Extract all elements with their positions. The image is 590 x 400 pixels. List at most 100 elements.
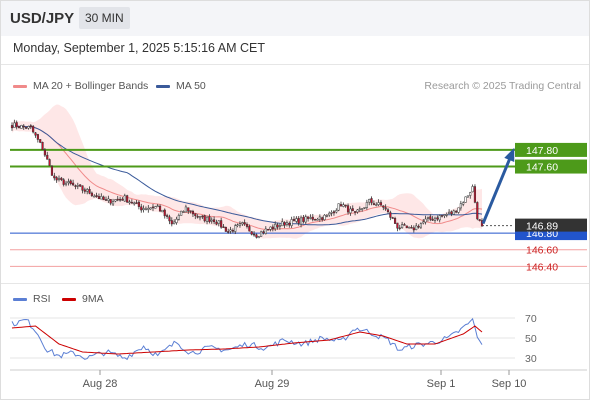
candle (182, 210, 185, 213)
candle (41, 141, 44, 151)
candle (361, 208, 364, 212)
candle (69, 179, 72, 186)
candle-body-bull (299, 217, 303, 225)
candle-body-bear (60, 177, 63, 180)
candle-body-bull (161, 209, 164, 213)
candle-body-bull (330, 212, 333, 214)
candle-body-bull (241, 222, 244, 225)
candle (304, 214, 307, 224)
candle (119, 196, 122, 202)
candle-body-bear (321, 217, 324, 220)
candle-body-bear (126, 195, 129, 203)
candle (149, 207, 152, 210)
candle-body-bull (401, 224, 404, 229)
candle-body-bull (415, 225, 418, 230)
candle-body-bear (476, 202, 479, 220)
candle (368, 198, 371, 206)
candle (109, 199, 112, 206)
candle (332, 210, 336, 216)
candle (372, 200, 375, 206)
candle-body-bear (478, 219, 481, 221)
candle-body-bear (74, 185, 77, 187)
candle-body-bull (469, 192, 472, 196)
candle-body-bull (57, 177, 61, 180)
candle-body-bear (97, 196, 101, 200)
candle-body-bull (217, 220, 220, 224)
candle (158, 204, 162, 212)
candle-body-bear (208, 216, 211, 222)
candle (349, 206, 352, 216)
candle (391, 216, 394, 219)
panel-divider (0, 283, 590, 284)
candle-body-bull (142, 208, 145, 210)
candle (97, 193, 101, 200)
candle-body-bear (43, 149, 46, 156)
candle-body-bull (304, 216, 307, 223)
candle-body-bull (27, 126, 30, 129)
candle-body-bear (393, 217, 397, 224)
candle (180, 210, 183, 216)
candle (386, 208, 390, 214)
candle-body-bull (443, 214, 446, 216)
candle (116, 195, 119, 202)
candle (250, 231, 253, 236)
candle (189, 210, 192, 214)
candle-body-bull (147, 207, 150, 210)
candle-body-bull (356, 209, 359, 213)
candle-body-bull (93, 195, 96, 198)
rsi-tick-label: 50 (525, 333, 537, 345)
candle (81, 185, 84, 194)
candle-body-bull (156, 205, 159, 208)
candle (220, 217, 223, 229)
candle (13, 119, 16, 128)
candle (111, 198, 115, 206)
candle-body-bull (67, 181, 70, 183)
candle-body-bull (86, 189, 89, 192)
candle (469, 191, 472, 199)
ma50-swatch (156, 84, 170, 88)
candle (377, 199, 380, 207)
candle-body-bear (32, 126, 35, 133)
candle-body-bear (384, 207, 387, 210)
candle (278, 223, 281, 230)
legend-rsi: RSI (13, 293, 51, 305)
candle-body-bear (252, 233, 256, 236)
candle (384, 204, 387, 211)
candle (252, 231, 256, 237)
candle-body-bull (452, 210, 455, 215)
candle-body-bull (316, 219, 319, 221)
candle-body-bear (187, 207, 190, 212)
candle (142, 205, 145, 213)
candle (269, 226, 272, 232)
timeframe-badge[interactable]: 30 MIN (79, 7, 130, 29)
candle (354, 211, 357, 216)
candle (161, 209, 164, 213)
candle-body-bull (229, 229, 232, 232)
candle (473, 184, 477, 204)
legend-9ma: 9MA (62, 293, 104, 305)
legend-ma20: MA 20 + Bollinger Bands (13, 80, 148, 92)
candle (330, 210, 333, 217)
candle-body-bear (83, 189, 86, 192)
candle-body-bear (189, 210, 192, 212)
candle-body-bull (175, 218, 178, 223)
candle (462, 201, 465, 207)
candle-body-bull (328, 212, 331, 216)
candle-body-bear (314, 219, 317, 221)
candle-body-bull (335, 210, 338, 213)
level-tag-resistance (515, 142, 587, 157)
candle-body-bull (457, 207, 460, 213)
ma50-line (11, 124, 483, 226)
candle (325, 214, 328, 218)
candle (57, 175, 61, 182)
ma20-label: MA 20 + Bollinger Bands (33, 80, 149, 92)
candle (342, 202, 345, 208)
candle (255, 233, 258, 239)
candle-body-bull (257, 236, 260, 239)
candle (274, 221, 277, 232)
candle (187, 207, 190, 215)
candle (302, 215, 305, 224)
candle (339, 201, 343, 207)
chart-datetime: Monday, September 1, 2025 5:15:16 AM CET (13, 41, 265, 55)
candle-body-bear (130, 201, 133, 204)
